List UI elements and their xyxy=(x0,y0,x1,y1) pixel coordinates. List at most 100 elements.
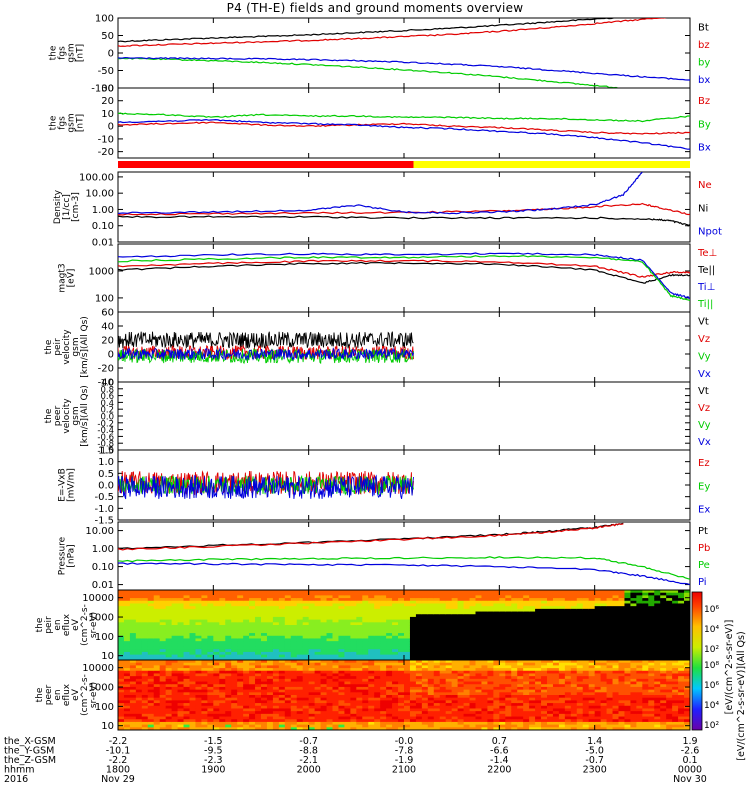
spectrogram-cell xyxy=(147,611,155,615)
spectrogram-cell xyxy=(302,633,310,637)
spectrogram-cell xyxy=(278,643,286,648)
spectrogram-cell xyxy=(421,660,429,664)
spectrogram-cell xyxy=(296,651,304,656)
spectrogram-cell xyxy=(535,592,542,596)
spectrogram-cell xyxy=(499,681,506,685)
spectrogram-cell xyxy=(535,668,542,672)
spectrogram-cell xyxy=(123,692,131,696)
spectrogram-cell xyxy=(672,598,679,602)
y-tick-label: 100.00 xyxy=(79,172,114,183)
spectrogram-cell xyxy=(398,673,405,677)
spectrogram-cell xyxy=(177,727,185,730)
spectrogram-cell xyxy=(469,606,477,610)
spectrogram-cell xyxy=(552,713,560,718)
y-tick-label: -1.0 xyxy=(97,447,114,457)
spectrogram-cell xyxy=(481,608,489,613)
spectrogram-cell xyxy=(362,681,369,685)
spectrogram-cell xyxy=(118,625,125,629)
spectrogram-cell xyxy=(570,622,578,626)
spectrogram-cell xyxy=(237,651,244,656)
spectrogram-cell xyxy=(302,619,310,623)
spectrogram-cell xyxy=(332,713,340,718)
spectrogram-cell xyxy=(219,638,226,642)
spectrogram-cell xyxy=(564,681,572,685)
spectrogram-cell xyxy=(201,598,208,602)
spectrogram-cell xyxy=(558,665,566,669)
spectrogram-cell xyxy=(368,708,375,712)
spectrogram-cell xyxy=(606,592,614,596)
spectrogram-cell xyxy=(189,608,197,613)
spectrogram-cell xyxy=(255,608,262,613)
spectrogram-cell xyxy=(457,670,465,675)
spectrogram-cell xyxy=(588,619,596,623)
spectrogram-cell xyxy=(475,697,483,701)
spectrogram-cell xyxy=(475,611,483,615)
spectrogram-cell xyxy=(380,603,387,607)
spectrogram-cell xyxy=(487,678,494,683)
spectrogram-cell xyxy=(308,622,316,626)
spectrogram-cell xyxy=(171,668,179,672)
spectrogram-cell xyxy=(570,595,578,599)
spectrogram-cell xyxy=(541,678,548,683)
spectrogram-cell xyxy=(141,635,149,640)
spectrogram-cell xyxy=(678,646,685,650)
spectrogram-cell xyxy=(278,598,286,602)
spectrogram-cell xyxy=(195,716,203,720)
spectrogram-cell xyxy=(320,592,328,596)
spectrogram-cell xyxy=(308,630,316,634)
spectrogram-cell xyxy=(642,627,649,631)
spectrogram-cell xyxy=(398,721,405,726)
spectrogram-cell xyxy=(189,724,197,728)
spectrogram-cell xyxy=(153,662,161,666)
spectrogram-cell xyxy=(499,643,506,648)
spectrogram-cell xyxy=(183,590,191,594)
spectrogram-cell xyxy=(308,668,316,672)
spectrogram-cell xyxy=(439,689,447,693)
spectrogram-cell xyxy=(415,676,423,680)
spectrogram-cell xyxy=(278,686,286,691)
spectrogram-cell xyxy=(427,721,435,726)
spectrogram-cell xyxy=(362,654,369,658)
spectrogram-cell xyxy=(153,721,161,726)
spectrogram-cell xyxy=(499,660,506,664)
spectrogram-cell xyxy=(135,660,143,664)
spectrogram-cell xyxy=(481,625,489,629)
spectrogram-cell xyxy=(374,713,381,718)
spectrogram-cell xyxy=(547,616,554,621)
spectrogram-cell xyxy=(558,603,566,607)
spectrogram-cell xyxy=(314,633,322,637)
spectrogram-cell xyxy=(469,678,477,683)
spectrogram-cell xyxy=(261,681,268,685)
spectrogram-cell xyxy=(225,727,232,730)
spectrogram-cell xyxy=(213,689,220,693)
spectrogram-cell xyxy=(415,590,423,594)
spectrogram-cell xyxy=(195,608,203,613)
spectrogram-cell xyxy=(421,630,429,634)
spectrogram-cell xyxy=(475,684,483,688)
spectrogram-cell xyxy=(523,603,530,607)
spectrogram-cell xyxy=(392,627,399,631)
spectrogram-cell xyxy=(499,592,506,596)
spectrogram-cell xyxy=(505,695,512,699)
spectrogram-cell xyxy=(433,633,441,637)
spectrogram-cell xyxy=(392,595,399,599)
spectrogram-cell xyxy=(368,646,375,650)
spectrogram-cell xyxy=(320,614,328,618)
spectrogram-cell xyxy=(249,692,256,696)
spectrogram-cell xyxy=(302,616,310,621)
spectrogram-cell xyxy=(159,635,167,640)
spectrogram-cell xyxy=(594,641,602,645)
spectrogram-cell xyxy=(141,703,149,707)
spectrogram-cell xyxy=(219,641,226,645)
spectrogram-cell xyxy=(195,646,203,650)
spectrogram-cell xyxy=(469,657,477,660)
spectrogram-cell xyxy=(332,662,340,666)
spectrogram-cell xyxy=(517,713,524,718)
spectrogram-cell xyxy=(380,678,387,683)
spectrogram-cell xyxy=(505,716,512,720)
spectrogram-cell xyxy=(487,641,494,645)
spectrogram-cell xyxy=(261,641,268,645)
spectrogram-cell xyxy=(308,721,316,726)
spectrogram-cell xyxy=(380,721,387,726)
